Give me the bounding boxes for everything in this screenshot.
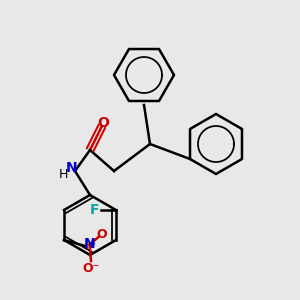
Text: N: N: [84, 238, 95, 251]
Text: O: O: [98, 116, 110, 130]
Text: F: F: [90, 203, 100, 217]
Text: N: N: [66, 161, 78, 175]
Text: H: H: [58, 167, 68, 181]
Text: O: O: [96, 227, 107, 241]
Text: +: +: [88, 238, 97, 249]
Text: O⁻: O⁻: [82, 262, 100, 275]
